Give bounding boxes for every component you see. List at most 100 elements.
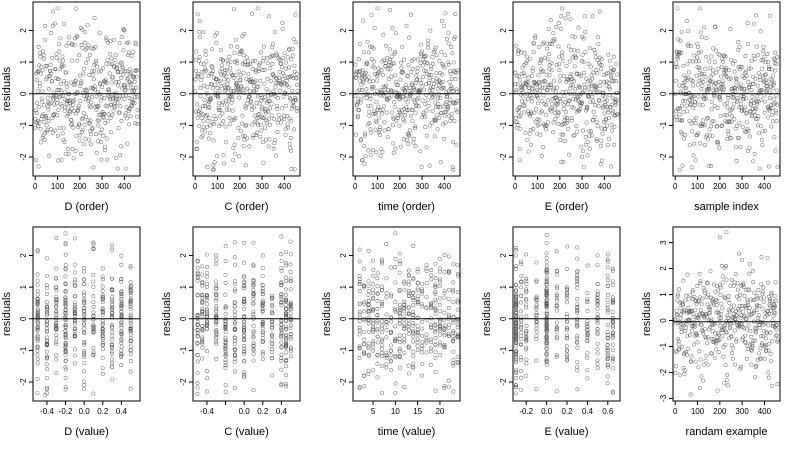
data-point	[411, 57, 416, 62]
data-point	[406, 288, 411, 293]
data-point	[230, 97, 235, 102]
data-point	[358, 100, 363, 105]
data-point	[389, 368, 393, 373]
data-point	[214, 40, 219, 45]
data-point	[717, 86, 722, 91]
data-point	[723, 363, 728, 368]
data-point	[770, 78, 775, 83]
data-point	[373, 111, 378, 116]
data-point	[539, 153, 544, 158]
data-point	[567, 86, 572, 91]
data-point	[214, 328, 219, 333]
data-point	[135, 121, 140, 126]
data-point	[442, 288, 447, 293]
x-tick-label: 100	[691, 182, 705, 191]
data-point	[757, 131, 762, 136]
data-point	[613, 97, 618, 102]
data-point	[720, 56, 725, 61]
data-point	[757, 351, 762, 356]
data-point	[209, 96, 214, 101]
data-point	[128, 114, 133, 119]
data-point	[70, 121, 75, 126]
data-point	[571, 79, 576, 84]
data-point	[253, 78, 258, 83]
data-point	[111, 95, 116, 100]
data-point	[195, 340, 200, 345]
data-point	[242, 31, 247, 36]
data-point	[223, 351, 228, 356]
data-point	[539, 58, 544, 63]
data-point	[235, 45, 240, 49]
data-point	[119, 345, 124, 350]
data-point	[245, 62, 250, 67]
data-point	[430, 78, 435, 83]
data-point	[709, 351, 714, 356]
data-point	[442, 333, 447, 338]
data-point	[524, 61, 529, 66]
data-point	[451, 320, 456, 325]
data-point	[565, 116, 570, 121]
data-point	[575, 282, 580, 286]
data-point	[233, 369, 237, 374]
data-point	[435, 112, 440, 117]
data-point	[736, 325, 741, 330]
data-point	[706, 163, 711, 168]
data-point	[433, 282, 438, 287]
data-point	[246, 62, 251, 67]
data-point	[547, 73, 552, 78]
data-point	[563, 100, 568, 105]
data-point	[405, 100, 410, 105]
data-point	[611, 357, 615, 361]
data-point	[404, 105, 409, 110]
data-point	[514, 315, 519, 320]
data-point	[251, 330, 256, 335]
data-point	[554, 389, 559, 394]
data-point	[544, 102, 548, 107]
data-point	[773, 148, 778, 153]
data-point	[115, 166, 120, 171]
data-point	[88, 121, 93, 126]
data-point	[407, 35, 412, 40]
data-point	[73, 332, 77, 337]
data-point	[250, 122, 255, 127]
data-point	[521, 94, 526, 99]
data-point	[678, 89, 683, 94]
data-point	[587, 133, 592, 138]
data-point	[384, 43, 389, 48]
data-point	[247, 89, 252, 94]
data-point	[288, 252, 293, 257]
data-point	[595, 293, 600, 298]
data-point	[366, 302, 371, 307]
data-point	[697, 6, 702, 11]
data-point	[429, 273, 434, 277]
data-point	[388, 67, 393, 72]
data-point	[519, 319, 524, 324]
data-point	[233, 320, 237, 325]
data-point	[82, 326, 87, 331]
data-point	[732, 69, 737, 74]
data-point	[357, 247, 362, 252]
data-point	[223, 292, 228, 297]
data-point	[705, 281, 710, 286]
data-point	[362, 144, 367, 149]
data-point	[232, 240, 237, 245]
data-point	[69, 118, 74, 123]
data-point	[575, 306, 580, 310]
data-point	[371, 295, 376, 300]
data-point	[366, 346, 371, 351]
data-point	[589, 129, 593, 134]
data-point	[101, 341, 105, 346]
data-point	[366, 298, 371, 303]
data-point	[575, 323, 580, 328]
data-point	[761, 299, 766, 304]
data-point	[72, 280, 77, 285]
data-point	[216, 108, 221, 113]
data-point	[375, 319, 380, 324]
data-point	[62, 79, 67, 84]
data-point	[111, 37, 116, 42]
data-point	[40, 89, 45, 94]
data-point	[66, 40, 71, 45]
y-tick-label: 2	[19, 253, 28, 258]
data-point	[45, 319, 50, 324]
